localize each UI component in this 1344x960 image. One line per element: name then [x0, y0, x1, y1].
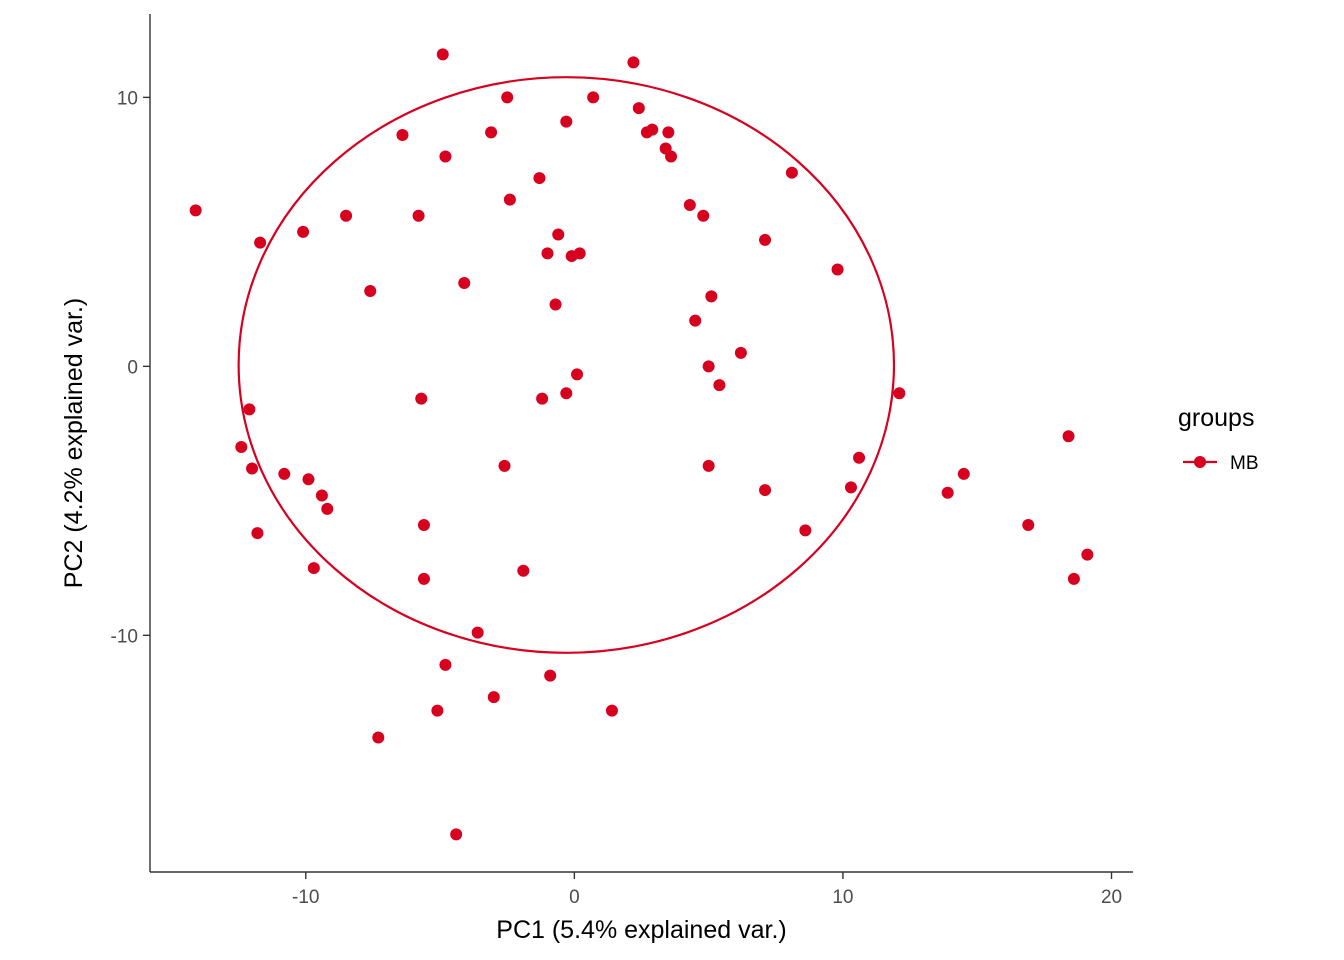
data-point — [571, 368, 584, 381]
data-point — [251, 527, 264, 540]
data-point — [536, 392, 549, 405]
data-point — [713, 379, 726, 392]
plot-panel: -10 0 10 20 -10 0 10 — [111, 14, 1133, 908]
data-point — [665, 150, 678, 163]
data-point — [302, 473, 315, 486]
ellipse-layer — [237, 76, 896, 654]
data-point — [560, 115, 573, 128]
data-point — [627, 56, 640, 69]
data-point — [487, 691, 500, 704]
data-point — [396, 129, 409, 142]
data-point — [372, 731, 385, 744]
data-point — [941, 486, 954, 499]
data-point — [431, 704, 444, 717]
data-point — [605, 704, 618, 717]
data-point — [549, 298, 562, 311]
data-point — [957, 467, 970, 480]
data-point — [844, 481, 857, 494]
data-point — [471, 626, 484, 639]
data-point — [640, 126, 653, 139]
data-point — [544, 669, 557, 682]
data-point — [436, 48, 449, 61]
confidence-ellipse — [237, 76, 896, 654]
data-point — [412, 209, 425, 222]
data-point — [321, 502, 334, 515]
legend: groups MB — [1178, 404, 1259, 474]
data-point — [246, 462, 259, 475]
y-tick-label: 10 — [117, 88, 138, 109]
y-tick-label: -10 — [111, 626, 138, 647]
data-point — [364, 285, 377, 298]
data-point — [517, 564, 530, 577]
legend-entries: MB — [1183, 453, 1259, 474]
data-point — [297, 225, 310, 238]
data-point — [541, 247, 554, 260]
y-axis-ticks: -10 0 10 — [111, 88, 150, 647]
legend-title: groups — [1178, 404, 1254, 432]
data-point — [785, 166, 798, 179]
data-point — [702, 459, 715, 472]
data-point — [415, 392, 428, 405]
data-point — [533, 172, 546, 185]
data-point — [697, 209, 710, 222]
data-point — [254, 236, 267, 249]
x-tick-label: 10 — [832, 887, 853, 908]
data-point — [702, 360, 715, 373]
data-point — [799, 524, 812, 537]
data-point — [734, 346, 747, 359]
y-axis-title: PC2 (4.2% explained var.) — [60, 298, 88, 588]
data-point — [1022, 519, 1035, 532]
data-point — [831, 263, 844, 276]
x-tick-label: 20 — [1101, 887, 1122, 908]
data-point — [439, 150, 452, 163]
data-point — [458, 276, 471, 289]
data-point — [587, 91, 600, 104]
data-point — [853, 451, 866, 464]
data-point — [340, 209, 353, 222]
data-point — [662, 126, 675, 139]
data-point — [893, 387, 906, 400]
data-point — [485, 126, 498, 139]
data-point — [189, 204, 202, 217]
y-tick-label: 0 — [127, 357, 138, 378]
legend-entry-label: MB — [1230, 453, 1259, 474]
data-point — [552, 228, 565, 241]
data-point — [307, 562, 320, 575]
data-point — [243, 403, 256, 416]
data-point — [450, 828, 463, 841]
data-point — [417, 572, 430, 585]
data-point — [689, 314, 702, 327]
data-point — [417, 519, 430, 532]
data-point — [1081, 548, 1094, 561]
data-point — [278, 467, 291, 480]
x-tick-label: 0 — [569, 887, 580, 908]
data-point — [1067, 572, 1080, 585]
data-point — [705, 290, 718, 303]
x-tick-label: -10 — [292, 887, 319, 908]
data-point — [315, 489, 328, 502]
data-point — [632, 102, 645, 115]
data-point — [683, 198, 696, 211]
data-point — [560, 387, 573, 400]
x-axis-title: PC1 (5.4% explained var.) — [496, 916, 786, 944]
x-axis-ticks: -10 0 10 20 — [292, 872, 1122, 908]
data-point — [1062, 430, 1075, 443]
data-point — [573, 247, 586, 260]
data-point — [439, 658, 452, 671]
data-point — [759, 484, 772, 497]
data-point — [235, 441, 248, 454]
data-point — [501, 91, 514, 104]
data-point — [503, 193, 516, 206]
points-layer — [189, 48, 1094, 841]
data-point — [759, 233, 772, 246]
data-point — [498, 459, 511, 472]
legend-key-point — [1194, 456, 1206, 468]
